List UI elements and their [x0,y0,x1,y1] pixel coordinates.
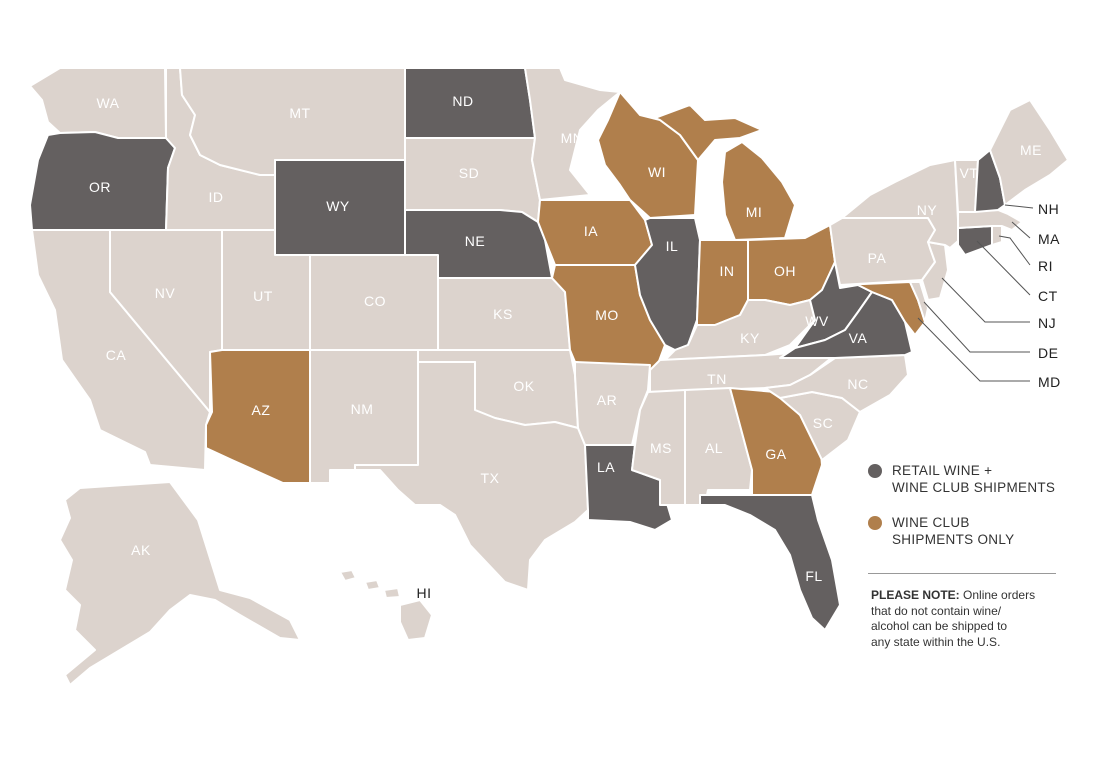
label-mn: MN [561,130,584,146]
state-hi[interactable] [339,569,433,641]
label-mo: MO [595,307,619,323]
label-wv: WV [805,313,829,329]
label-md: MD [1038,374,1061,390]
state-de[interactable] [909,281,929,323]
label-ks: KS [493,306,513,322]
state-nj[interactable] [921,241,949,301]
label-sc: SC [813,415,833,431]
label-ca: CA [106,347,127,363]
state-mt[interactable] [179,67,406,176]
label-nm: NM [351,401,374,417]
legend: RETAIL WINE + WINE CLUB SHIPMENTS WINE C… [868,462,1068,566]
state-tx[interactable] [354,361,589,591]
label-ar: AR [597,392,617,408]
label-ak: AK [131,542,151,558]
shipping-note: PLEASE NOTE: Online orders that do not c… [871,588,1061,650]
label-az: AZ [252,402,271,418]
label-wa: WA [96,95,119,111]
state-me[interactable] [989,99,1069,206]
label-hi: HI [417,585,432,601]
label-me: ME [1020,142,1042,158]
label-va: VA [849,330,868,346]
label-tn: TN [707,371,727,387]
label-pa: PA [868,250,887,266]
state-ma[interactable] [957,209,1023,231]
state-nc[interactable] [764,354,909,413]
label-sd: SD [459,165,479,181]
label-co: CO [364,293,386,309]
label-mi: MI [746,204,763,220]
label-or: OR [89,179,111,195]
label-in: IN [720,263,735,279]
label-id: ID [209,189,224,205]
label-ia: IA [584,223,598,239]
label-vt: VT [960,165,979,181]
legend-item-retail: RETAIL WINE + WINE CLUB SHIPMENTS [868,462,1068,496]
label-ok: OK [513,378,534,394]
label-ga: GA [765,446,786,462]
label-il: IL [666,238,679,254]
label-tx: TX [481,470,500,486]
label-nh: NH [1038,201,1059,217]
state-mn[interactable] [524,67,621,201]
note-heading: PLEASE NOTE: [871,588,960,602]
label-nv: NV [155,285,176,301]
legend-club-dot [868,516,882,530]
label-mt: MT [289,105,310,121]
label-ne: NE [465,233,485,249]
label-al: AL [705,440,723,456]
legend-divider [868,573,1056,574]
legend-club-line1: WINE CLUB [892,515,970,530]
label-ny: NY [917,202,938,218]
label-la: LA [597,459,615,475]
label-ct: CT [1038,288,1058,304]
note-line2: that do not contain wine/ [871,603,1002,618]
label-de: DE [1038,345,1058,361]
leader-lines [917,204,1034,382]
label-nj: NJ [1038,315,1056,331]
label-oh: OH [774,263,796,279]
state-ak[interactable] [59,481,301,686]
state-ne[interactable] [404,209,553,279]
note-line3: alcohol can be shipped to [871,619,1008,633]
label-wy: WY [326,198,350,214]
state-fl[interactable] [699,494,841,631]
legend-retail-line1: RETAIL WINE + [892,463,993,478]
label-ri: RI [1038,258,1053,274]
label-ms: MS [650,440,672,456]
note-line4: any state within the U.S. [871,634,1001,649]
state-labels: WA OR CA ID NV MT WY UT AZ CO NM ND SD N… [89,93,1061,601]
legend-retail-line2: WINE CLUB SHIPMENTS [892,480,1056,495]
state-ri[interactable] [991,225,1003,246]
label-nc: NC [847,376,868,392]
legend-retail-dot [868,464,882,478]
label-fl: FL [805,568,822,584]
label-nd: ND [452,93,473,109]
label-ma: MA [1038,231,1060,247]
label-ut: UT [253,288,273,304]
legend-club-label: WINE CLUB SHIPMENTS ONLY [892,514,1014,548]
state-mi[interactable] [654,104,796,241]
label-ky: KY [740,330,760,346]
legend-item-club: WINE CLUB SHIPMENTS ONLY [868,514,1068,548]
note-line1: Online orders [963,588,1036,602]
legend-club-line2: SHIPMENTS ONLY [892,532,1015,547]
label-wi: WI [648,164,666,180]
legend-retail-label: RETAIL WINE + WINE CLUB SHIPMENTS [892,462,1055,496]
